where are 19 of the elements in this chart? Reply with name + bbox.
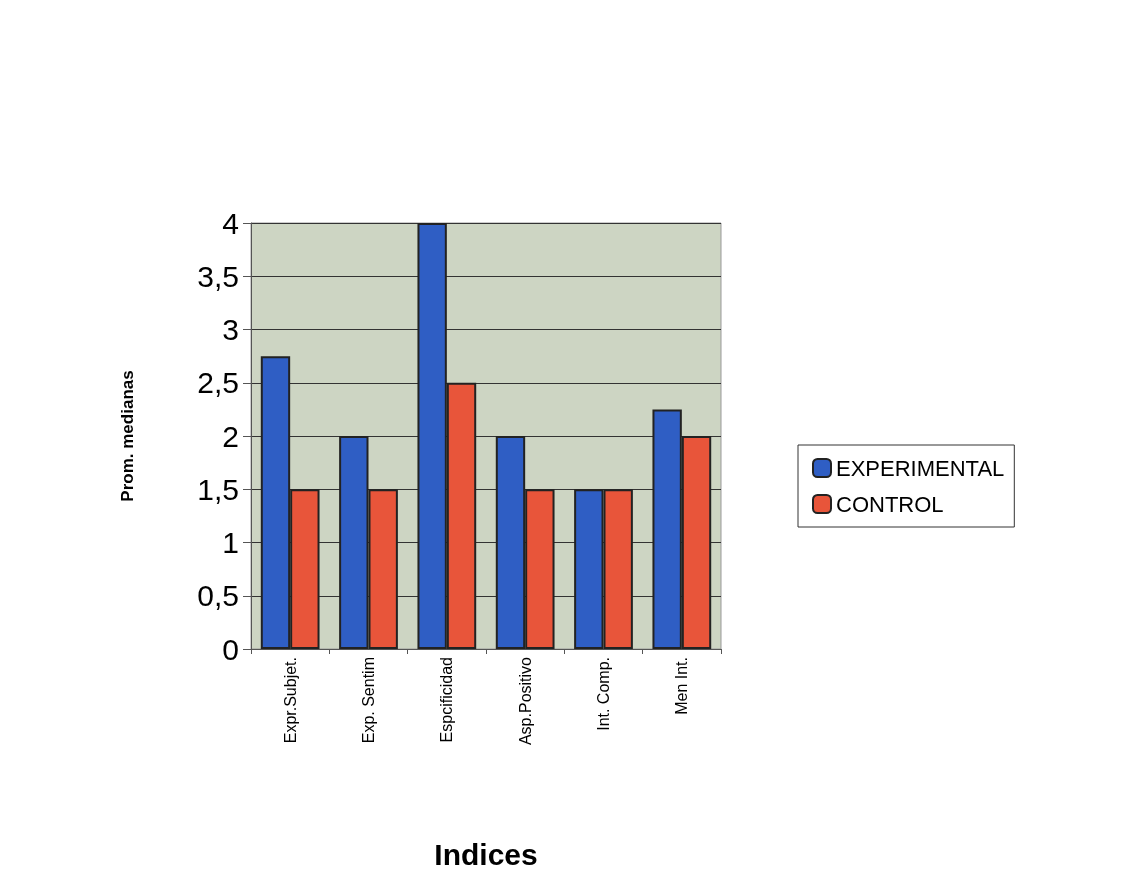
x-tick-label: Espcificidad [438, 657, 456, 743]
legend-label: EXPERIMENTAL [836, 455, 1005, 481]
y-tick-label: 2 [222, 419, 239, 453]
y-tick-label: 4 [222, 206, 239, 240]
y-axis-title: Prom. medianas [118, 370, 137, 502]
y-tick-label: 1,5 [197, 472, 239, 506]
y-tick-label: 3,5 [197, 259, 239, 293]
x-axis-title: Indices [434, 837, 538, 871]
legend-label: CONTROL [836, 491, 944, 517]
y-tick-label: 0,5 [197, 579, 239, 613]
y-tick-label: 0 [222, 632, 239, 666]
x-tick-label: Int. Comp. [595, 657, 612, 731]
x-tick-label: Expr.Subjet. [281, 657, 299, 744]
y-tick-label: 2,5 [197, 366, 239, 400]
y-tick-label: 1 [222, 526, 239, 559]
x-tick-label: Men Int. [673, 657, 691, 715]
x-tick-label: Asp.Positivo [516, 656, 534, 746]
y-tick-label: 3 [222, 313, 239, 346]
x-tick-label: Exp. Sentim [360, 657, 377, 744]
